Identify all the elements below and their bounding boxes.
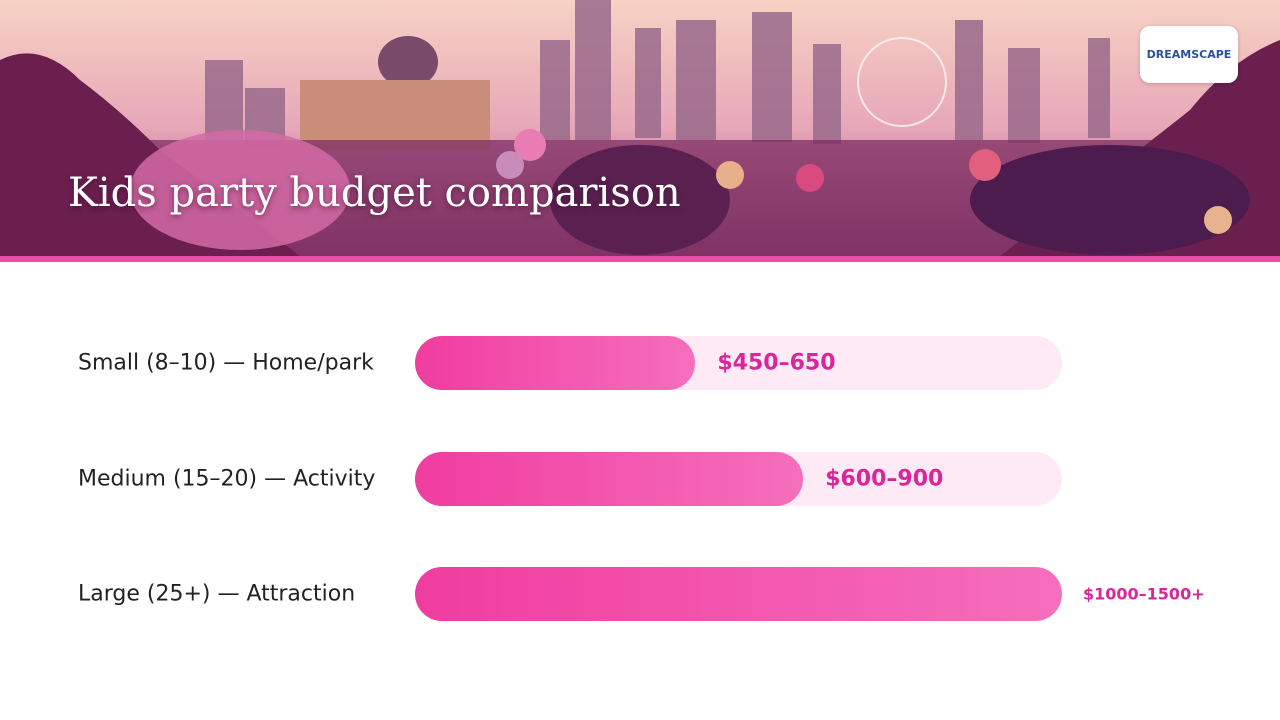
value-label: $1000–1500+ (1083, 584, 1205, 604)
bar-track (415, 567, 1062, 621)
chart-title: Kids party budget comparison (68, 170, 681, 216)
header-image (0, 0, 1280, 262)
category-label: Medium (15–20) — Activity (78, 466, 376, 491)
category-label: Small (8–10) — Home/park (78, 350, 374, 376)
bar (415, 336, 696, 390)
category-label: Large (25+) — Attraction (78, 581, 356, 607)
value-label: $450–650 (717, 350, 836, 376)
bar-track (415, 336, 1062, 390)
bar-track (415, 451, 1062, 506)
value-label: $600–900 (825, 466, 944, 491)
logo: DREAMSCAPE (1140, 26, 1238, 83)
bar (415, 567, 1062, 621)
bar (415, 451, 804, 506)
